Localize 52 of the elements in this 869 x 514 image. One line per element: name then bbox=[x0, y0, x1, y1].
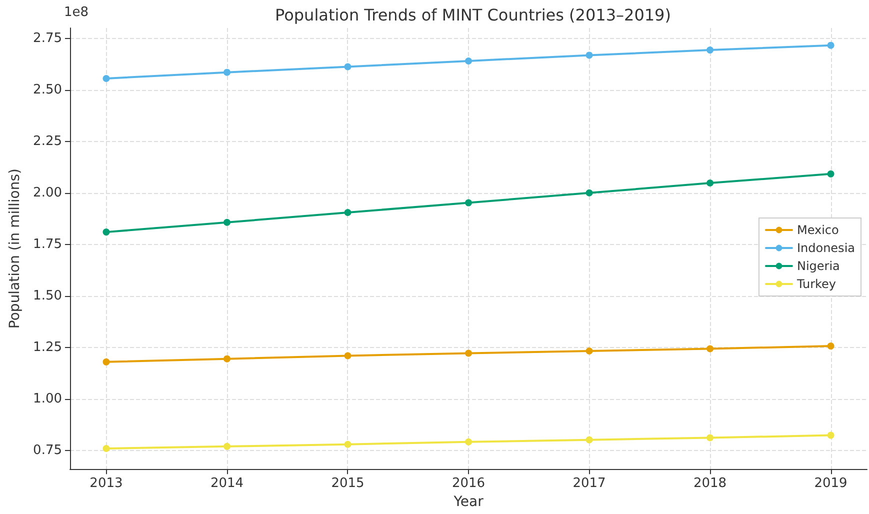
y-tick-label: 1.25 bbox=[33, 340, 62, 355]
point bbox=[586, 436, 593, 444]
point bbox=[706, 46, 714, 54]
point bbox=[102, 358, 110, 366]
point bbox=[223, 442, 230, 450]
y-tick-label: 0.75 bbox=[33, 443, 62, 458]
x-tick-label: 2014 bbox=[210, 476, 244, 492]
point bbox=[827, 342, 834, 350]
point bbox=[586, 189, 593, 196]
y-tick-label: 2.75 bbox=[33, 30, 62, 46]
point bbox=[827, 42, 834, 49]
point bbox=[344, 63, 352, 70]
chart-title: Population Trends of MINT Countries (2013–2019) bbox=[275, 6, 671, 24]
point bbox=[223, 355, 230, 362]
point bbox=[827, 432, 834, 439]
point bbox=[827, 170, 834, 178]
y-tick-label: 1.00 bbox=[33, 392, 62, 407]
y-tick-label: 2.00 bbox=[33, 185, 62, 200]
point bbox=[344, 208, 352, 216]
x-axis-title: Year bbox=[452, 494, 484, 510]
legend-label: Mexico bbox=[796, 223, 839, 237]
legend-label: Indonesia bbox=[796, 241, 855, 255]
point bbox=[706, 345, 714, 352]
point bbox=[586, 52, 593, 59]
y-tick-label: 1.75 bbox=[33, 236, 62, 252]
point bbox=[465, 350, 472, 357]
y-tick-label: 1.50 bbox=[33, 288, 62, 304]
x-tick-label: 2013 bbox=[90, 476, 123, 492]
point bbox=[465, 57, 472, 64]
x-tick-label: 2017 bbox=[572, 476, 606, 492]
point bbox=[102, 75, 110, 82]
point bbox=[223, 218, 230, 226]
legend-label: Nigeria bbox=[796, 259, 840, 273]
x-tick-label: 2016 bbox=[452, 476, 486, 492]
y-tick-label: 2.25 bbox=[33, 134, 62, 149]
legend-label: Turkey bbox=[796, 277, 836, 291]
point bbox=[102, 444, 110, 452]
point bbox=[344, 440, 352, 448]
point bbox=[706, 434, 714, 442]
point bbox=[465, 438, 472, 446]
point bbox=[586, 347, 593, 354]
point bbox=[465, 199, 472, 206]
x-tick-label: 2018 bbox=[693, 476, 727, 492]
point bbox=[344, 352, 352, 360]
point bbox=[706, 180, 714, 186]
point bbox=[223, 68, 230, 76]
x-tick-label: 2015 bbox=[331, 476, 364, 492]
text: 1e8 bbox=[64, 5, 89, 20]
y-tick-label: 2.50 bbox=[33, 82, 62, 98]
y-axis-title: Population (in millions) bbox=[7, 168, 23, 329]
x-tick-label: 2019 bbox=[814, 476, 848, 492]
point bbox=[102, 228, 110, 236]
